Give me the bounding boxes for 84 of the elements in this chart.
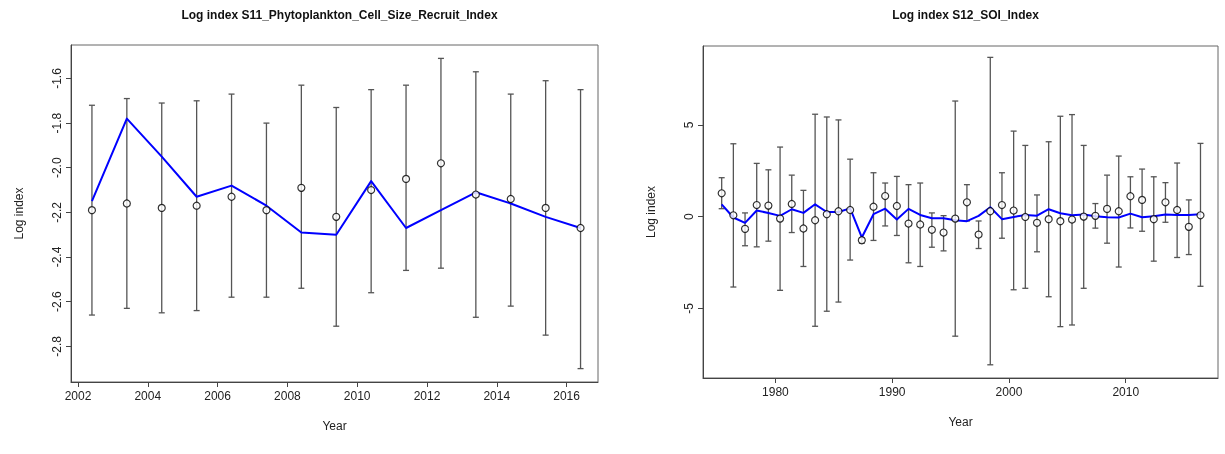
point [1067,215,1077,224]
point [1126,192,1135,201]
point [846,205,855,215]
y-tick-label: -2.0 [50,157,64,179]
point [436,159,446,168]
x-tick-label: 2010 [1112,385,1140,399]
y-tick-label: 0 [682,212,696,220]
y-tick-label: -2.4 [50,246,64,268]
point [1021,212,1030,222]
point [775,214,785,223]
x-tick-label: 2004 [134,389,162,403]
point [87,206,97,215]
point [962,198,972,207]
point [576,223,585,233]
y-tick-label: -2.8 [50,335,64,357]
point [1044,215,1053,224]
point [927,225,936,234]
x-tick-label: 2000 [995,385,1023,399]
y-tick-label: -1.6 [50,67,64,89]
point [506,194,515,204]
point [951,214,960,223]
x-tick-label: 1980 [762,385,790,399]
point [752,200,761,210]
point [787,199,796,209]
x-axis-title: Year [322,419,347,433]
x-tick-label: 2010 [343,389,371,403]
point [822,210,831,219]
point [1009,206,1018,215]
x-tick-label: 2014 [483,389,511,403]
point [869,202,878,211]
y-tick-label: 5 [682,121,696,129]
point [332,212,341,221]
point [717,189,726,198]
point [986,207,995,216]
point [1102,204,1112,213]
point [729,211,738,220]
chart-title: Log index S12_SOI_Index [892,8,1040,22]
y-tick-label: -2.6 [50,291,64,312]
point [1091,211,1100,220]
point [541,203,550,213]
point [1079,212,1088,221]
x-tick-label: 2008 [274,389,302,403]
point [1184,222,1193,231]
x-tick-label: 2016 [553,389,581,403]
point [297,183,306,192]
y-axis-title: Log index [12,187,26,240]
point [892,201,901,211]
point [974,230,983,239]
y-tick-label: -2.2 [50,201,64,223]
point [1056,217,1065,226]
x-axis-title: Year [948,415,973,429]
point [1161,198,1170,207]
point [881,191,890,201]
point [811,216,820,225]
point [1196,211,1205,220]
point [997,200,1007,210]
point [401,174,411,184]
point [367,185,376,195]
x-tick-label: 2006 [204,389,232,403]
point [227,192,236,201]
y-tick-label: -1.8 [50,112,64,134]
point [799,224,808,233]
x-tick-label: 1990 [878,385,906,399]
point [740,224,750,233]
point [471,190,480,199]
point [904,219,913,228]
point [1173,205,1182,215]
point [834,207,843,216]
chart-title: Log index S11_Phytoplankton_Cell_Size_Recruit_Index [181,8,498,22]
point [122,199,131,208]
point [1149,215,1158,224]
point [192,201,201,210]
x-tick-label: 2012 [413,389,441,403]
y-axis-title: Log index [644,185,658,239]
point [916,220,925,229]
point [1032,218,1042,227]
y-tick-label: -5 [682,302,696,314]
point [157,203,166,213]
x-tick-label: 2002 [64,389,92,403]
point [1138,195,1147,204]
point [1114,207,1123,216]
point [939,228,948,237]
point [262,206,271,215]
point [764,201,773,210]
